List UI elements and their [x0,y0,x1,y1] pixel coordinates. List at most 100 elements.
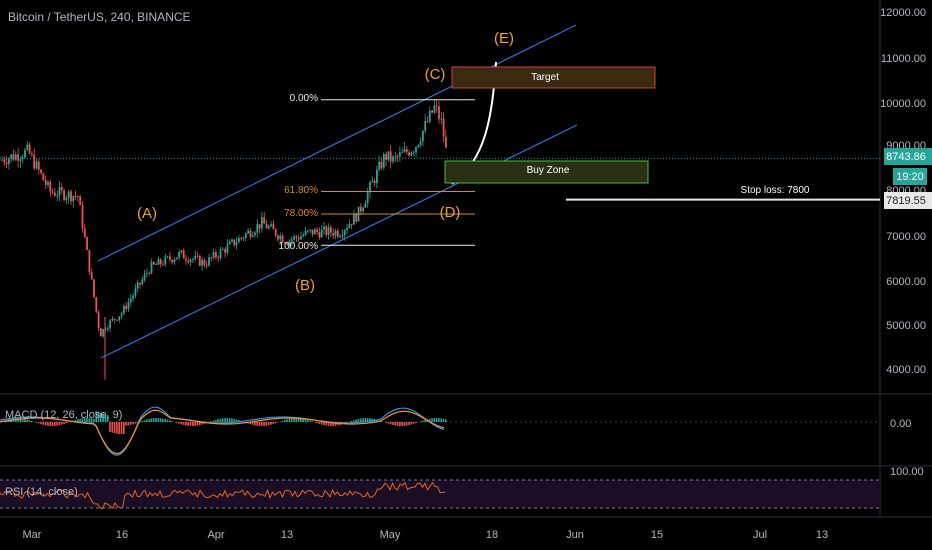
macd-histogram-bar [189,422,192,426]
candle-body [5,162,8,165]
candle-body [93,279,95,298]
candle-body [178,252,180,258]
macd-histogram-bar [141,421,143,422]
macd-histogram-bar [196,422,199,426]
macd-histogram-bar [54,422,56,426]
candle-body [221,249,224,251]
macd-histogram-bar [37,422,40,424]
macd-label: MACD (12, 26, close, 9) [5,409,122,421]
candle-body [405,149,408,153]
macd-histogram-bar [28,420,31,422]
macd-histogram-bar [267,422,270,426]
candle-body [152,262,155,265]
time-tick: 13 [816,529,828,541]
macd-histogram-bar [412,422,415,424]
candle-body [373,180,376,184]
candle-body [341,235,344,237]
candle-body [422,130,424,142]
buy-zone[interactable] [444,160,649,184]
candle-body [380,161,383,168]
macd-histogram-bar [233,418,235,422]
candle-body [433,105,436,113]
macd-histogram-bar [366,418,369,422]
candle-body [169,256,171,260]
candle-body [346,227,348,231]
macd-signal-line [0,409,445,455]
macd-histogram-bar [136,422,139,423]
candle-body [21,157,24,160]
macd-histogram-bar [304,419,307,422]
candle-body [100,328,102,337]
macd-histogram-bar [300,418,302,422]
candle-body [238,237,240,243]
macd-tick: 0.00 [890,418,911,430]
candle-body [17,154,19,161]
candle-body [281,235,284,243]
current-price-value: 8743.86 [886,151,926,163]
macd-histogram-bar [297,418,300,422]
candle-body [159,259,162,265]
macd-histogram-bar [31,420,33,422]
candle-body [210,257,213,259]
macd-histogram-bar [311,421,314,422]
macd-histogram-bar [157,418,160,422]
candle-body [40,169,42,174]
macd-histogram-bar [219,418,222,422]
candle-body [136,282,139,289]
macd-histogram-bar [332,422,334,426]
candle-body [332,232,335,236]
candle-body [86,237,88,250]
macd-histogram-bar [93,418,95,422]
macd-histogram-bar [150,418,153,422]
stop-loss-value: 7819.55 [886,195,926,207]
macd-histogram-bar [148,418,150,422]
macd-histogram-bar [274,422,277,424]
candle-body [288,240,291,246]
candle-body [132,295,134,299]
candle-body [215,252,217,258]
candle-body [58,187,61,196]
macd-histogram-bar [435,418,438,422]
candle-body [212,252,215,258]
macd-histogram-bar [272,422,275,425]
candle-body [164,256,167,265]
price-tick: 11000.00 [881,53,926,65]
macd-histogram-bar [323,422,325,426]
macd-histogram-bar [212,420,215,422]
candle-body [290,239,293,241]
macd-histogram-bar [318,422,321,424]
macd-histogram-bar [362,418,364,422]
candle-body [435,105,438,107]
candle-body [146,273,148,275]
candle-body [49,181,52,192]
buy-zone-label: Buy Zone [527,165,570,176]
candle-body [196,255,199,257]
candle-body [60,187,63,191]
macd-histogram-bar [19,418,22,422]
countdown-badge [893,168,927,185]
time-tick: Jun [566,529,584,541]
macd-histogram-bar [185,422,187,426]
macd-histogram-bar [35,422,38,423]
candle-body [12,154,15,160]
fib-label-78: 78.00% [284,208,318,219]
candle-body [359,206,362,212]
target-zone[interactable] [451,66,656,89]
candle-body [445,136,447,148]
candle-body [272,224,275,229]
candle-body [194,255,197,259]
candle-body [424,121,427,131]
macd-histogram-bar [120,422,123,434]
time-tick: Jul [753,529,767,541]
macd-histogram-bar [44,422,47,426]
candle-body [180,250,183,253]
macd-histogram-bar [166,419,169,422]
macd-histogram-bar [408,422,410,426]
candle-body [106,328,109,330]
wave-d-label: (D) [440,204,461,221]
rsi-tick: 100.00 [890,466,924,478]
candle-body [313,229,316,235]
macd-histogram-bar [127,422,130,426]
